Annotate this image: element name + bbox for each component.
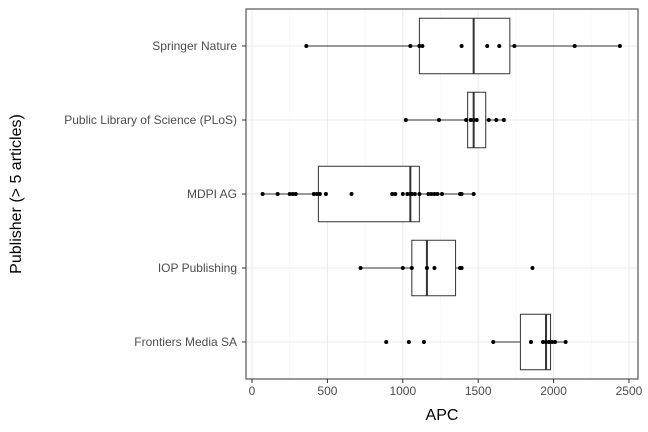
publisher-group bbox=[260, 165, 476, 223]
data-point bbox=[563, 340, 568, 344]
data-point bbox=[617, 44, 622, 48]
data-point bbox=[553, 340, 558, 344]
x-axis-title: APC bbox=[426, 407, 459, 424]
data-point bbox=[491, 340, 496, 344]
x-tick-label: 0 bbox=[249, 384, 256, 398]
y-tick-label: MDPI AG bbox=[187, 187, 237, 201]
data-point bbox=[486, 118, 491, 122]
data-point bbox=[530, 266, 535, 270]
y-tick-label: Springer Nature bbox=[152, 39, 237, 53]
data-point bbox=[459, 192, 464, 196]
data-point bbox=[260, 192, 265, 196]
data-point bbox=[393, 192, 398, 196]
y-tick-label: Public Library of Science (PLoS) bbox=[64, 113, 237, 127]
data-point bbox=[435, 192, 440, 196]
publisher-group bbox=[304, 17, 622, 75]
data-point bbox=[528, 340, 533, 344]
data-point bbox=[408, 44, 413, 48]
data-layer bbox=[260, 17, 622, 371]
data-point bbox=[323, 192, 328, 196]
data-point bbox=[287, 192, 292, 196]
data-point bbox=[358, 266, 363, 270]
axes: 0 500 1000 1500 2000 2500 Springer Nature Publi… bbox=[64, 39, 642, 398]
publisher-group bbox=[358, 239, 535, 297]
data-point bbox=[474, 118, 479, 122]
y-tick-label: Frontiers Media SA bbox=[134, 335, 237, 349]
data-point bbox=[459, 266, 464, 270]
x-tick-label: 2500 bbox=[616, 384, 643, 398]
data-point bbox=[409, 192, 414, 196]
data-point bbox=[432, 266, 437, 270]
data-point bbox=[429, 192, 434, 196]
publisher-group bbox=[384, 313, 568, 371]
data-point bbox=[512, 44, 517, 48]
data-point bbox=[417, 44, 422, 48]
data-point bbox=[544, 340, 549, 344]
data-point bbox=[400, 192, 405, 196]
y-axis-title: Publisher (> 5 articles) bbox=[8, 114, 25, 274]
data-point bbox=[494, 118, 499, 122]
data-point bbox=[471, 192, 476, 196]
data-point bbox=[550, 340, 555, 344]
data-point bbox=[390, 192, 395, 196]
data-point bbox=[440, 192, 444, 196]
data-point bbox=[317, 192, 322, 196]
x-tick-label: 500 bbox=[317, 384, 337, 398]
data-point bbox=[436, 118, 441, 122]
x-tick-label: 1000 bbox=[389, 384, 416, 398]
data-point bbox=[501, 118, 506, 122]
data-point bbox=[403, 118, 408, 122]
data-point bbox=[400, 266, 405, 270]
data-point bbox=[420, 44, 425, 48]
data-point bbox=[426, 192, 431, 196]
data-point bbox=[485, 44, 490, 48]
data-point bbox=[432, 192, 437, 196]
x-tick-label: 2000 bbox=[540, 384, 567, 398]
data-point bbox=[406, 340, 411, 344]
data-point bbox=[464, 118, 469, 122]
data-point bbox=[290, 192, 295, 196]
data-point bbox=[471, 118, 476, 122]
data-point bbox=[384, 340, 389, 344]
data-point bbox=[459, 44, 464, 48]
x-tick-label: 1500 bbox=[465, 384, 492, 398]
data-point bbox=[572, 44, 577, 48]
data-point bbox=[547, 340, 552, 344]
data-point bbox=[314, 192, 319, 196]
publisher-group bbox=[403, 91, 506, 149]
data-point bbox=[497, 44, 502, 48]
data-point bbox=[349, 192, 354, 196]
data-point bbox=[311, 192, 316, 196]
y-tick-label: IOP Publishing bbox=[158, 261, 237, 275]
data-point bbox=[412, 192, 417, 196]
data-point bbox=[421, 340, 426, 344]
data-point bbox=[304, 44, 309, 48]
data-point bbox=[417, 192, 422, 196]
data-point bbox=[275, 192, 280, 196]
data-point bbox=[541, 340, 546, 344]
data-point bbox=[468, 118, 473, 122]
data-point bbox=[405, 192, 410, 196]
data-point bbox=[424, 266, 429, 270]
iqr-box bbox=[418, 17, 511, 75]
data-point bbox=[409, 266, 414, 270]
data-point bbox=[293, 192, 298, 196]
